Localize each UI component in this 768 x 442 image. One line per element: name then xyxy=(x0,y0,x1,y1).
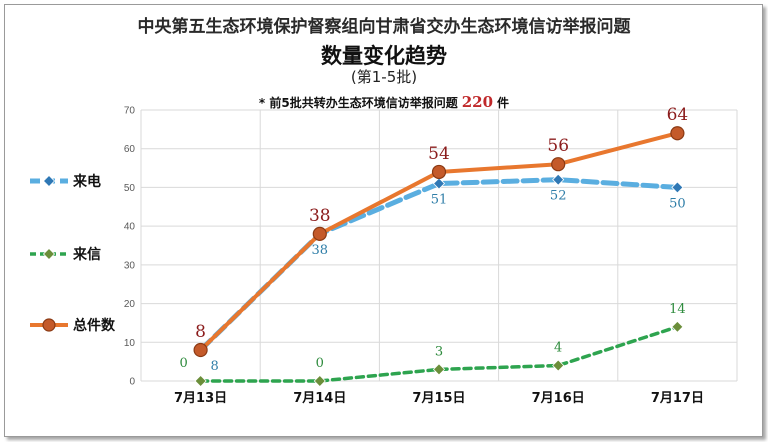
laixin-point xyxy=(432,363,446,376)
y-tick-label: 10 xyxy=(124,338,136,349)
laidian-data-label: 50 xyxy=(669,196,686,211)
y-tick-label: 50 xyxy=(124,183,136,194)
laixin-point xyxy=(313,374,326,388)
x-tick-label: 7月15日 xyxy=(412,391,465,406)
laidian-data-label: 38 xyxy=(312,243,329,258)
laidian-point xyxy=(432,177,446,190)
total-note-suffix: 件 xyxy=(497,96,510,110)
x-tick-label: 7月13日 xyxy=(174,391,227,406)
x-tick-label: 7月16日 xyxy=(532,391,585,406)
laidian-data-label: 8 xyxy=(210,359,218,374)
y-tick-label: 40 xyxy=(124,222,136,233)
x-tick-label: 7月17日 xyxy=(651,391,704,406)
y-tick-label: 0 xyxy=(129,377,135,388)
y-tick-label: 30 xyxy=(124,260,136,271)
laixin-point xyxy=(671,320,684,333)
total-note-prefix: * 前5批共转办生态环境信访举报问题 xyxy=(258,96,458,110)
laixin-point xyxy=(194,374,207,388)
chart-title: 中央第五生态环境保护督察组向甘肃省交办生态环境信访举报问题 xyxy=(137,17,631,37)
total-point xyxy=(193,342,208,358)
y-tick-label: 20 xyxy=(124,299,136,310)
total-point xyxy=(551,157,566,172)
y-tick-label: 70 xyxy=(124,106,136,117)
laidian-point xyxy=(552,173,565,186)
legend-marker-laidian xyxy=(42,174,56,188)
total-point xyxy=(431,164,447,180)
total-data-label: 56 xyxy=(547,136,569,156)
laidian-data-label: 52 xyxy=(550,189,567,204)
total-data-label: 38 xyxy=(309,206,331,226)
legend-marker-laixin xyxy=(42,247,56,261)
legend-label: 来电 xyxy=(72,173,101,190)
laixin-data-label: 4 xyxy=(554,341,562,356)
legend-marker-total xyxy=(42,318,56,332)
laixin-point xyxy=(552,359,565,372)
laixin-data-label: 0 xyxy=(316,356,324,371)
total-note-value: 220 xyxy=(461,93,494,111)
total-data-label: 64 xyxy=(667,105,689,125)
legend-label: 来信 xyxy=(72,246,101,263)
total-data-label: 54 xyxy=(428,144,450,164)
laixin-data-label: 3 xyxy=(435,344,443,359)
chart-frame xyxy=(4,4,763,437)
legend-label: 总件数 xyxy=(73,317,116,334)
laidian-point xyxy=(671,181,684,194)
x-tick-label: 7月14日 xyxy=(293,391,346,406)
chart-batch-label: (第1-5批) xyxy=(350,68,418,86)
laixin-data-label: 14 xyxy=(669,302,686,317)
total-data-label: 8 xyxy=(195,322,206,342)
total-note: * 前5批共转办生态环境信访举报问题 220 件 xyxy=(0,93,768,111)
total-point xyxy=(670,126,685,141)
y-tick-label: 60 xyxy=(124,144,136,155)
total-point xyxy=(312,226,327,241)
chart-subtitle: 数量变化趋势 xyxy=(321,44,447,68)
laidian-data-label: 51 xyxy=(431,193,448,208)
laixin-data-label: 0 xyxy=(179,356,187,371)
